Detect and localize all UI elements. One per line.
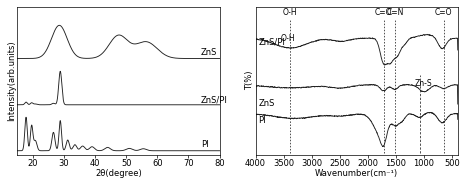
Text: ZnS: ZnS xyxy=(201,48,217,57)
Y-axis label: Intensity(arb.units): Intensity(arb.units) xyxy=(7,40,16,121)
Y-axis label: T(%): T(%) xyxy=(245,71,254,90)
Text: C=O: C=O xyxy=(435,9,453,18)
Text: PI: PI xyxy=(258,116,266,125)
X-axis label: Wavenumber(cm⁻¹): Wavenumber(cm⁻¹) xyxy=(315,169,398,178)
Text: PI: PI xyxy=(201,140,208,149)
Text: ZnS/PI: ZnS/PI xyxy=(258,38,285,46)
X-axis label: 2θ(degree): 2θ(degree) xyxy=(95,169,142,178)
Text: C=N: C=N xyxy=(386,9,403,18)
Text: C=O: C=O xyxy=(375,9,392,18)
Text: O-H: O-H xyxy=(280,34,295,43)
Text: O-H: O-H xyxy=(283,9,298,18)
Text: ZnS/PI: ZnS/PI xyxy=(201,96,228,105)
Text: ZnS: ZnS xyxy=(258,99,275,108)
Text: Zn-S: Zn-S xyxy=(415,79,433,88)
